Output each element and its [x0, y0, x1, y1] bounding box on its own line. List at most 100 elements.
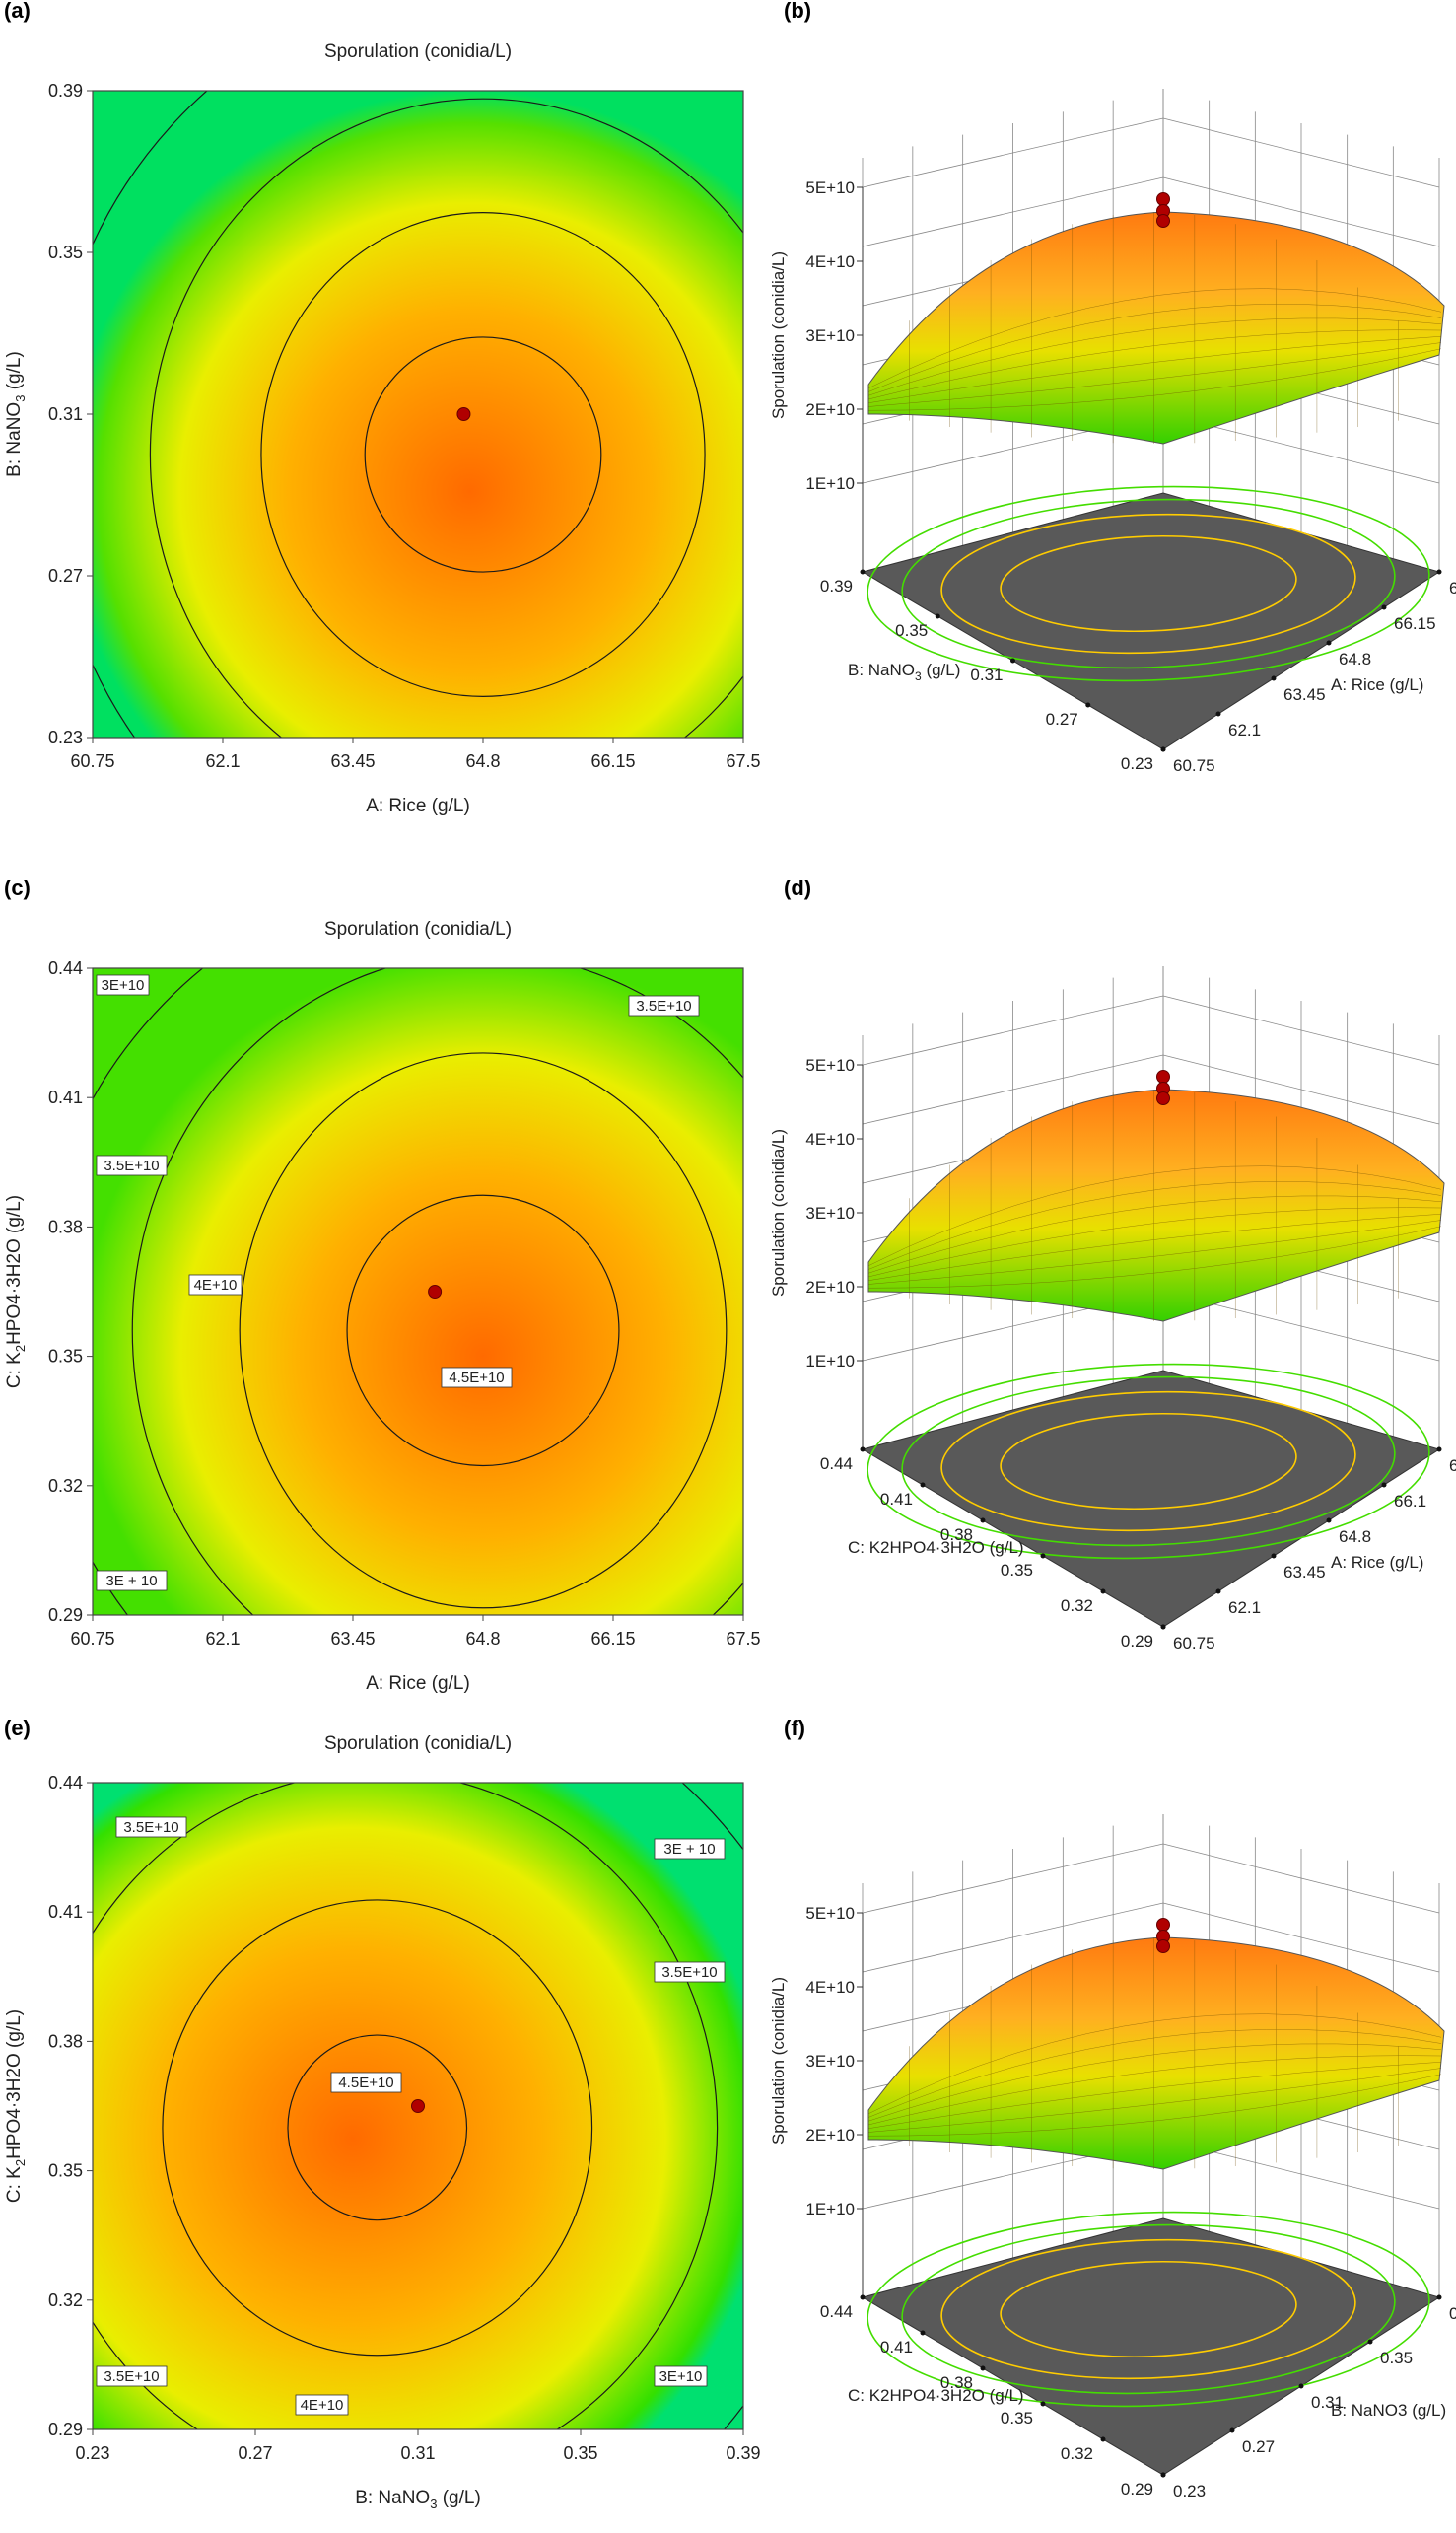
contour-lines [93, 91, 743, 738]
design-point-3d-0 [1156, 1070, 1170, 1084]
response-surface [867, 1089, 1445, 1322]
x-tick-label: 63.45 [330, 751, 375, 771]
mesh-line [867, 288, 1442, 388]
axis1-tick-label: 0.23 [1121, 754, 1153, 773]
mesh-line [867, 1180, 1442, 1270]
x-tick-label: 60.75 [70, 1629, 114, 1649]
axis1-tick-dot [935, 613, 940, 619]
y-tick-label: 0.41 [48, 1088, 83, 1107]
axis2-tick-label: 62.1 [1228, 1598, 1261, 1617]
floor-contour-2 [901, 498, 1396, 669]
axis2-tick-label: 0.35 [1380, 2349, 1413, 2367]
axis1-tick-dot [1085, 702, 1091, 708]
axis1-tick-label: 0.44 [820, 1454, 853, 1473]
floor-contour-0 [1000, 1412, 1297, 1511]
axis2-tick-dot [1271, 675, 1277, 681]
floor-plane [861, 492, 1441, 750]
x-tick-label: 67.5 [726, 1629, 760, 1649]
x-tick-label: 60.75 [70, 751, 114, 771]
contour-label: 3.5E+10 [661, 1964, 717, 1981]
axis1-tick-dot [920, 1482, 926, 1488]
floor-contour-0 [1000, 2260, 1297, 2358]
y-tick-label: 0.32 [48, 1476, 83, 1496]
contour-label: 3.5E+10 [104, 2368, 159, 2385]
mesh-line [867, 303, 1442, 392]
contour-label: 3.5E+10 [104, 1158, 159, 1174]
axis1-tick-label: 0.39 [820, 577, 853, 596]
y-tick-label: 0.29 [48, 2420, 83, 2439]
surface-plot-d: 1E+10 2E+10 3E+10 4E+10 5E+10 Sporulation (co… [769, 966, 1456, 1653]
contour-fill [93, 91, 743, 738]
axis2-tick-label: 0.23 [1173, 2482, 1206, 2500]
axis2-tick-dot [1326, 1517, 1332, 1523]
floor-contour-3 [867, 1363, 1430, 1560]
mesh-line [867, 2055, 1442, 2126]
contour-label: 4.5E+10 [338, 2075, 393, 2091]
mesh-line [867, 2068, 1442, 2133]
y-tick-label: 0.38 [48, 2031, 83, 2051]
contour-label-box [115, 1816, 187, 1838]
y-axis-label-tail: HPO4·3H2O (g/L) [4, 1195, 25, 1345]
contour-line-2 [149, 98, 743, 738]
axis1-tick-dot [860, 2294, 866, 2300]
axis2-tick-label: 0.31 [1311, 2393, 1344, 2412]
y-tick-label: 0.41 [48, 1902, 83, 1922]
mesh-line [867, 2062, 1442, 2129]
design-point-3d-0 [1156, 192, 1170, 206]
x-tick-label: 63.45 [330, 1629, 375, 1649]
axis2-tick-dot [1436, 2294, 1442, 2300]
chart-title: Sporulation (conidia/L) [324, 919, 512, 940]
contour-label-box [330, 2072, 402, 2093]
z-tick-label: 2E+10 [805, 2126, 855, 2145]
design-point-3d-2 [1156, 214, 1170, 228]
contour-line-0 [364, 336, 602, 573]
axis1-tick-label: 0.29 [1121, 2480, 1153, 2498]
z-tick-label: 5E+10 [805, 1056, 855, 1075]
y-tick-label: 0.35 [48, 2161, 83, 2181]
x-tick-label: 62.1 [205, 1629, 240, 1649]
axis1-tick-label: 0.32 [1061, 1596, 1093, 1615]
axis1-tick-dot [980, 2365, 986, 2371]
mesh-line [867, 329, 1442, 400]
mesh-line [867, 1195, 1442, 1274]
axis1-tick-label: 0.35 [1001, 1561, 1033, 1580]
panel-label-b: (b) [784, 0, 811, 23]
contour-label: 3E+10 [102, 977, 145, 994]
contour-label-box [654, 1961, 726, 1983]
z-tick-label: 3E+10 [805, 2052, 855, 2071]
axis1-tick-dot [860, 569, 866, 575]
contour-label-box [654, 1838, 726, 1860]
mesh-line [867, 2013, 1442, 2114]
z-tick-label: 1E+10 [805, 2200, 855, 2218]
z-tick-label: 3E+10 [805, 326, 855, 345]
z-axis-label: Sporulation (conidia/L) [769, 1129, 788, 1297]
mesh-line [867, 348, 1442, 411]
surface-mesh [867, 212, 1442, 444]
y-axis-label-sub: 3 [13, 395, 28, 402]
axis2-tick-dot [1381, 1482, 1387, 1488]
axis2-tick-label: 67.5 [1449, 1456, 1456, 1475]
plot-frame [92, 967, 744, 1616]
axis2-label: A: Rice (g/L) [1331, 675, 1423, 694]
axis2-tick-label: 0.39 [1449, 2304, 1456, 2323]
x-tick-label: 0.31 [400, 2443, 435, 2463]
response-surface [867, 211, 1445, 445]
design-point [411, 2099, 425, 2113]
axis1-tick-dot [920, 2330, 926, 2336]
response-surface [867, 1936, 1445, 2170]
surface-plot-b: 1E+10 2E+10 3E+10 4E+10 5E+10 Sporulation (co… [769, 89, 1456, 775]
y-tick-label: 0.44 [48, 1773, 83, 1793]
x-axis-label-sub: 3 [430, 2497, 437, 2511]
x-axis-label-tail: (g/L) [437, 2488, 480, 2508]
axis2-tick-label: 62.1 [1228, 721, 1261, 739]
contour-label-box [96, 974, 150, 996]
axis2-tick-dot [1160, 1624, 1166, 1630]
x-tick-label: 0.27 [238, 2443, 272, 2463]
chart-title: Sporulation (conidia/L) [324, 41, 512, 62]
floor-contour-2 [901, 1375, 1396, 1547]
axis2-tick-dot [1160, 746, 1166, 752]
contour-label: 3E + 10 [105, 1573, 157, 1589]
axis2-tick-dot [1271, 1553, 1277, 1559]
axis2-tick-label: 0.27 [1242, 2437, 1275, 2456]
axis1-tick-label: 0.35 [1001, 2409, 1033, 2427]
